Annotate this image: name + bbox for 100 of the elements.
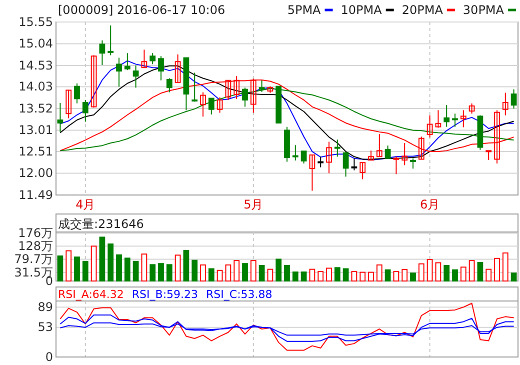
bar (494, 258, 500, 282)
candlestick (334, 139, 340, 158)
bar (124, 258, 130, 282)
bar (57, 255, 64, 282)
candlestick (410, 158, 416, 170)
line-series (60, 314, 514, 342)
bar (132, 260, 139, 282)
candlestick (309, 154, 316, 192)
candlestick (486, 150, 492, 161)
candlestick (468, 102, 475, 114)
bar (300, 272, 307, 282)
legend-label: 20PMA (402, 3, 444, 17)
bar (360, 272, 366, 282)
legend-label: 30PMA (462, 3, 505, 17)
bar (410, 272, 416, 282)
candlestick (393, 156, 400, 175)
legend-label: 5PMA (287, 3, 322, 17)
bar (141, 254, 148, 282)
candlestick (342, 151, 349, 178)
bar (426, 258, 433, 282)
y-tick-label: 13.01 (18, 123, 53, 138)
candlestick (158, 56, 164, 81)
y-tick-label: 53 (38, 320, 53, 334)
text: RSI_C:53.88 (206, 288, 272, 301)
y-tick-label: 14.03 (18, 80, 53, 94)
bar (166, 264, 172, 282)
bar (276, 258, 282, 282)
bar (258, 264, 265, 282)
y-tick-label: 31.5万 (14, 265, 53, 280)
candlestick (452, 113, 458, 128)
bar (502, 252, 508, 282)
bar (74, 256, 80, 282)
candlestick (460, 110, 466, 128)
bar (351, 270, 358, 282)
bar (393, 270, 400, 282)
bar (192, 260, 198, 282)
bar (486, 268, 492, 282)
candlestick (166, 78, 172, 93)
candlestick (150, 52, 156, 65)
candlestick (444, 104, 450, 128)
y-tick-label: 14.53 (18, 58, 53, 72)
bar (384, 269, 391, 282)
bar (66, 250, 72, 282)
bar (510, 272, 517, 282)
candlestick (368, 150, 374, 161)
bar (444, 264, 450, 282)
bar (116, 254, 122, 282)
candlestick (124, 52, 130, 71)
bar (334, 267, 340, 282)
y-tick-label: 128万 (18, 238, 53, 253)
bar (468, 260, 475, 282)
candlestick (435, 110, 442, 128)
x-tick-label: 6月 (420, 198, 440, 212)
chart-title: 成交量:231646 (58, 217, 144, 231)
candlestick (174, 54, 181, 84)
bar (368, 272, 374, 282)
x-tick-label: 4月 (76, 198, 96, 212)
candlestick (200, 92, 206, 118)
candlestick (108, 24, 114, 56)
bar (342, 268, 349, 282)
bar (90, 246, 97, 282)
candlestick (510, 88, 517, 109)
candlestick (300, 150, 307, 164)
bar (292, 272, 298, 282)
candlestick (66, 90, 72, 119)
bar (200, 264, 206, 282)
candlestick (208, 98, 214, 115)
candlestick (141, 49, 148, 68)
bar (174, 254, 181, 282)
candlestick (74, 82, 80, 104)
candlestick (326, 141, 332, 174)
candlestick (57, 102, 64, 132)
y-tick-label: 176万 (18, 226, 53, 240)
bar (82, 260, 88, 282)
bar (267, 268, 274, 282)
candlestick (116, 57, 122, 88)
candlestick (216, 96, 223, 114)
y-tick-label: 15.04 (18, 36, 53, 51)
candlestick (384, 145, 391, 159)
bar (242, 263, 248, 282)
candlestick (99, 40, 106, 66)
bar (225, 264, 232, 282)
y-tick-label: 15.55 (18, 14, 53, 29)
candlestick (82, 99, 88, 122)
candlestick (318, 156, 324, 168)
bar (234, 260, 240, 282)
bar (183, 250, 190, 282)
candlestick (292, 144, 298, 161)
bar (435, 262, 442, 282)
bar (284, 264, 290, 282)
series-label: RSI_B:59.23 (132, 288, 198, 301)
bar (208, 268, 214, 282)
y-tick-label: 89 (38, 300, 53, 314)
y-tick-label: 0 (45, 350, 53, 364)
series-label: RSI_A:64.32 (58, 288, 124, 301)
y-tick-label: 12.00 (18, 166, 53, 180)
bar (460, 266, 466, 282)
candlestick (132, 64, 139, 88)
bar (402, 269, 408, 282)
bar (250, 260, 256, 282)
